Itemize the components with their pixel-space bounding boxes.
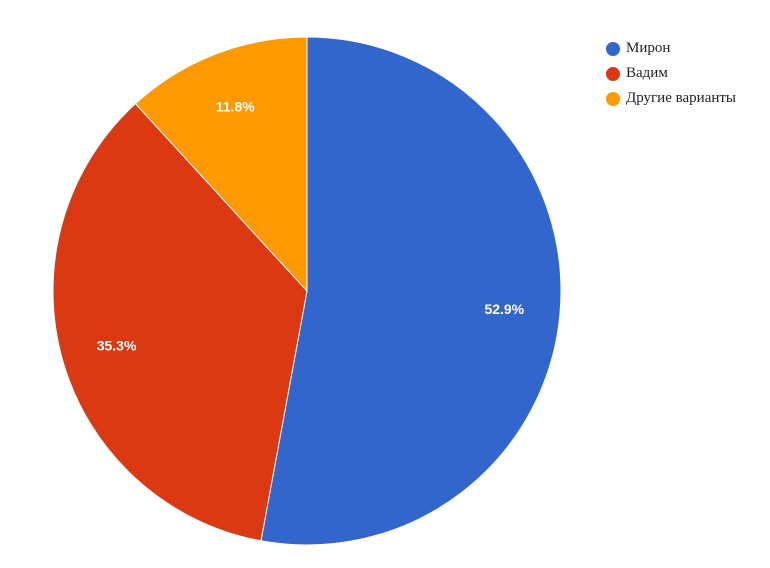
pie-slice-label-0: 52.9%	[484, 301, 524, 317]
legend-label: Вадим	[626, 65, 668, 81]
chart-legend: Мирон Вадим Другие варианты	[606, 36, 736, 111]
legend-label: Другие варианты	[626, 90, 737, 106]
legend-label: Мирон	[626, 40, 671, 56]
pie-slice-1[interactable]	[52, 102, 308, 542]
pie-slice-label-1: 35.3%	[97, 338, 137, 354]
pie-slice-label-2: 11.8%	[216, 98, 255, 114]
pie-slices	[52, 36, 562, 546]
pie-slice-0[interactable]	[260, 36, 562, 546]
legend-item-other[interactable]: Другие варианты	[606, 86, 736, 111]
pie-slice-2[interactable]	[134, 36, 308, 293]
legend-item-miron[interactable]: Мирон	[606, 36, 736, 61]
legend-color-dot	[606, 91, 620, 106]
legend-color-dot	[606, 41, 620, 56]
pie-slice-labels: 52.9% 35.3% 11.8%	[97, 98, 525, 353]
legend-item-vadim[interactable]: Вадим	[606, 61, 736, 86]
legend-color-dot	[606, 66, 620, 81]
